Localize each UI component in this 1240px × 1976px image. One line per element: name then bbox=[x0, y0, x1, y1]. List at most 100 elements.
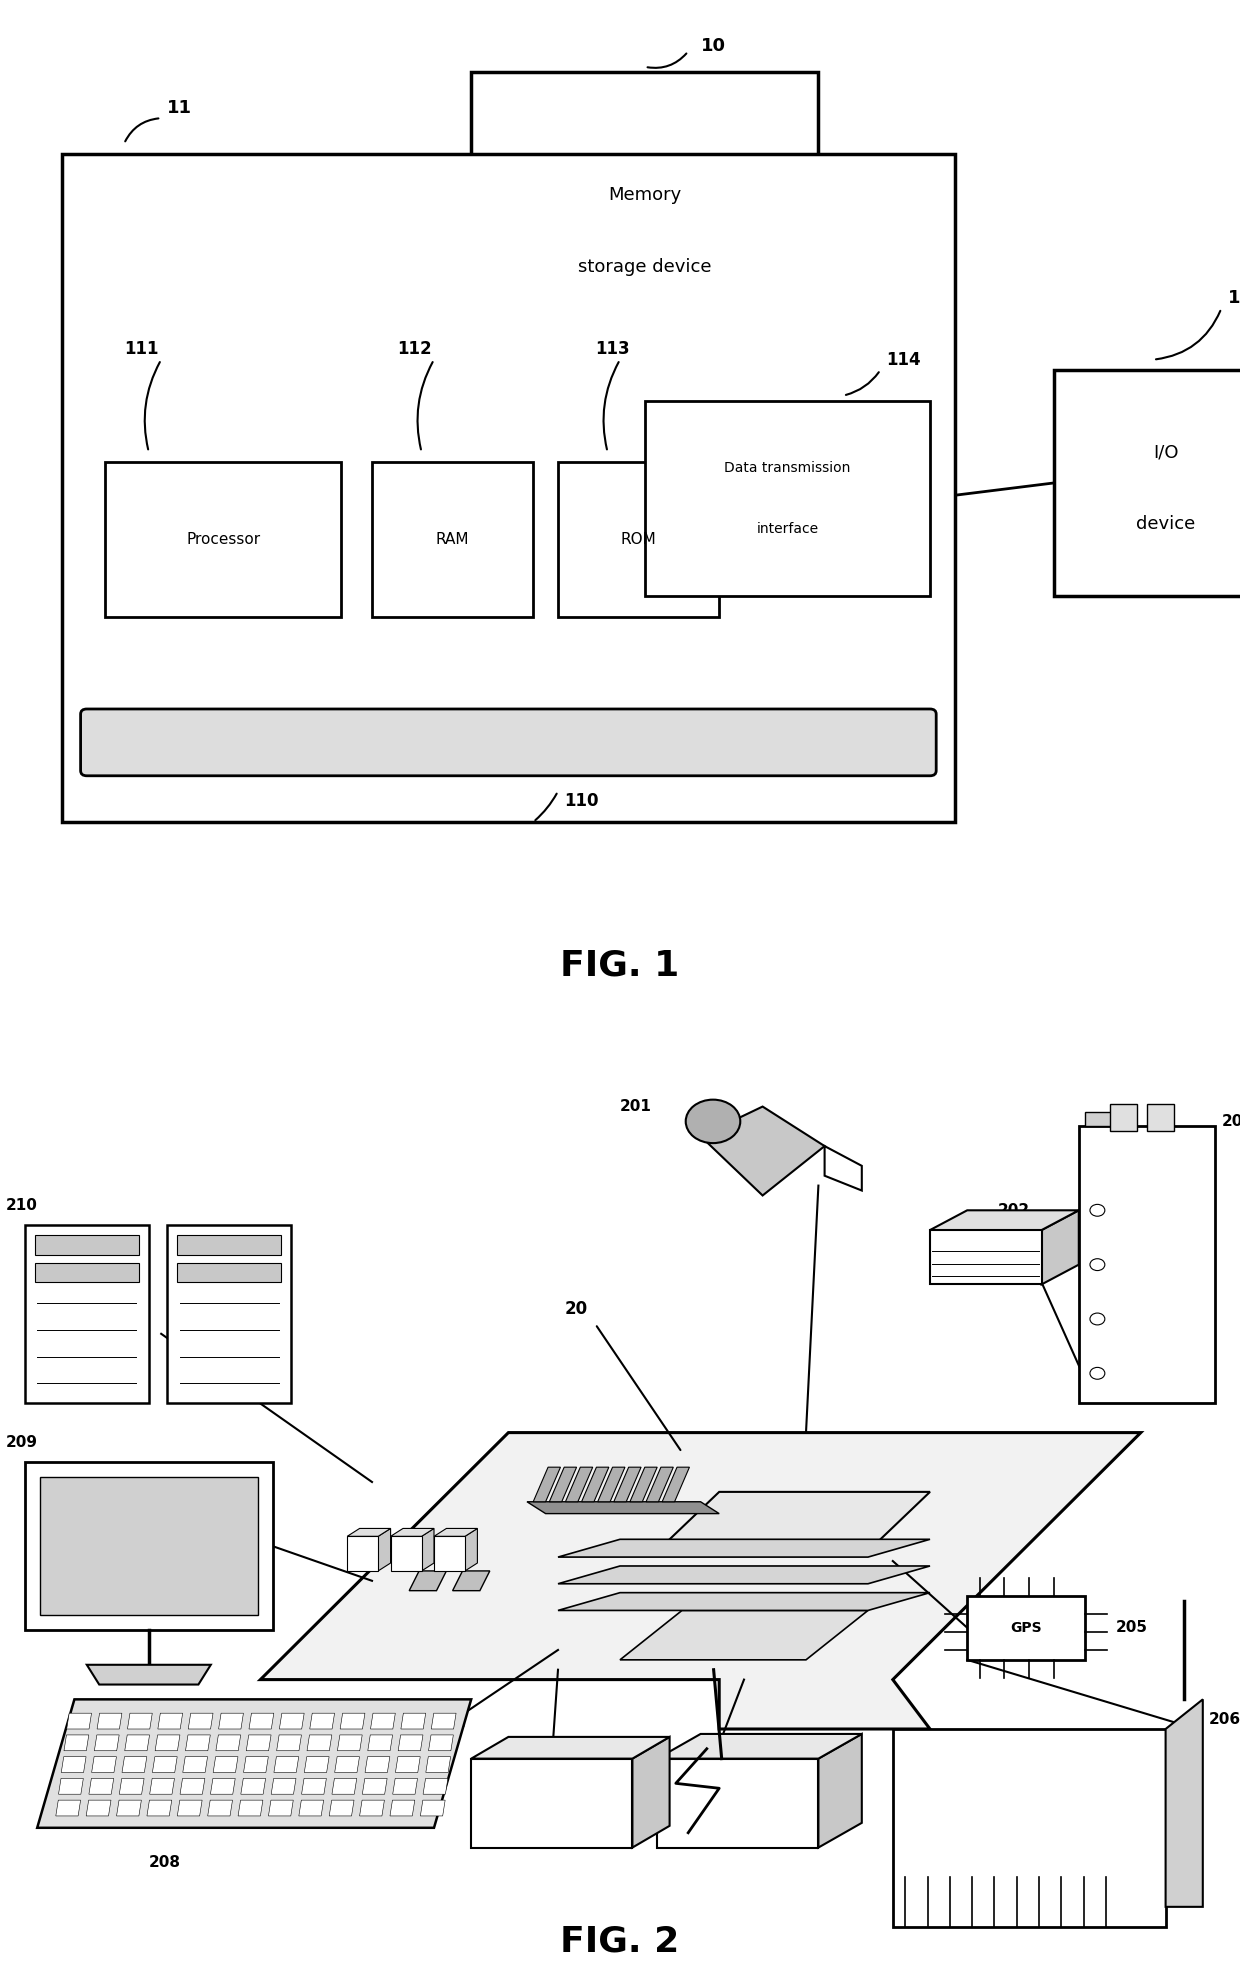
Polygon shape bbox=[150, 1778, 175, 1794]
Polygon shape bbox=[930, 1229, 1042, 1284]
Polygon shape bbox=[1166, 1699, 1203, 1907]
Text: ROM: ROM bbox=[621, 532, 656, 547]
Polygon shape bbox=[409, 1571, 446, 1591]
Polygon shape bbox=[332, 1778, 357, 1794]
Polygon shape bbox=[260, 1433, 1141, 1729]
Text: 12: 12 bbox=[1228, 288, 1240, 306]
Polygon shape bbox=[434, 1529, 477, 1537]
Polygon shape bbox=[330, 1800, 355, 1816]
Polygon shape bbox=[533, 1466, 560, 1502]
Text: FIG. 1: FIG. 1 bbox=[560, 948, 680, 982]
Polygon shape bbox=[122, 1757, 146, 1772]
Polygon shape bbox=[64, 1735, 89, 1751]
Polygon shape bbox=[471, 1759, 632, 1848]
Polygon shape bbox=[272, 1778, 296, 1794]
Polygon shape bbox=[657, 1492, 930, 1551]
Polygon shape bbox=[1042, 1209, 1079, 1284]
Polygon shape bbox=[662, 1466, 689, 1502]
Polygon shape bbox=[218, 1713, 243, 1729]
Circle shape bbox=[1090, 1259, 1105, 1271]
Polygon shape bbox=[87, 1800, 112, 1816]
Polygon shape bbox=[347, 1537, 378, 1571]
Polygon shape bbox=[241, 1778, 265, 1794]
Polygon shape bbox=[243, 1757, 268, 1772]
Bar bbox=[105, 462, 341, 617]
Polygon shape bbox=[614, 1466, 641, 1502]
Bar bbox=[167, 1225, 291, 1403]
Polygon shape bbox=[277, 1735, 301, 1751]
Text: FIG. 2: FIG. 2 bbox=[560, 1925, 680, 1958]
Bar bbox=[25, 1462, 273, 1630]
Polygon shape bbox=[186, 1735, 211, 1751]
Text: 11: 11 bbox=[167, 99, 192, 117]
Polygon shape bbox=[340, 1713, 365, 1729]
Polygon shape bbox=[89, 1778, 114, 1794]
Polygon shape bbox=[94, 1735, 119, 1751]
Polygon shape bbox=[304, 1757, 329, 1772]
Polygon shape bbox=[396, 1757, 420, 1772]
Polygon shape bbox=[308, 1735, 332, 1751]
Polygon shape bbox=[335, 1757, 360, 1772]
Polygon shape bbox=[128, 1713, 153, 1729]
Text: 209: 209 bbox=[6, 1435, 38, 1450]
Bar bbox=[62, 154, 955, 822]
Polygon shape bbox=[268, 1800, 294, 1816]
Text: 201: 201 bbox=[620, 1099, 652, 1114]
Bar bbox=[1147, 1105, 1174, 1130]
Polygon shape bbox=[646, 1466, 673, 1502]
Text: 20: 20 bbox=[564, 1300, 588, 1318]
Bar bbox=[177, 1235, 281, 1255]
Polygon shape bbox=[558, 1539, 930, 1557]
Bar bbox=[967, 1597, 1085, 1660]
Polygon shape bbox=[208, 1800, 233, 1816]
Polygon shape bbox=[274, 1757, 299, 1772]
Circle shape bbox=[1090, 1203, 1105, 1217]
Polygon shape bbox=[422, 1529, 434, 1571]
Polygon shape bbox=[558, 1565, 930, 1585]
Polygon shape bbox=[97, 1713, 122, 1729]
Bar bbox=[97, 723, 940, 779]
Bar bbox=[372, 462, 533, 617]
Polygon shape bbox=[818, 1735, 862, 1848]
Polygon shape bbox=[825, 1146, 862, 1190]
Bar bbox=[1110, 1105, 1137, 1130]
Polygon shape bbox=[558, 1593, 930, 1610]
Text: 205: 205 bbox=[1116, 1620, 1148, 1636]
Polygon shape bbox=[371, 1713, 396, 1729]
Polygon shape bbox=[211, 1778, 236, 1794]
Polygon shape bbox=[632, 1737, 670, 1848]
Polygon shape bbox=[216, 1735, 241, 1751]
Polygon shape bbox=[657, 1759, 818, 1848]
Polygon shape bbox=[389, 1800, 414, 1816]
Polygon shape bbox=[365, 1757, 389, 1772]
Bar bbox=[893, 1729, 1166, 1927]
Text: 111: 111 bbox=[124, 340, 159, 358]
Polygon shape bbox=[213, 1757, 238, 1772]
Text: 110: 110 bbox=[564, 792, 599, 810]
Polygon shape bbox=[153, 1757, 177, 1772]
Polygon shape bbox=[279, 1713, 304, 1729]
Text: 210: 210 bbox=[6, 1197, 38, 1213]
Polygon shape bbox=[471, 1737, 670, 1759]
Bar bbox=[35, 1263, 139, 1282]
Polygon shape bbox=[423, 1778, 448, 1794]
Polygon shape bbox=[125, 1735, 150, 1751]
Polygon shape bbox=[238, 1800, 263, 1816]
Bar bbox=[471, 71, 818, 360]
Polygon shape bbox=[87, 1664, 211, 1684]
Polygon shape bbox=[391, 1529, 434, 1537]
Text: Memory: Memory bbox=[608, 186, 682, 204]
Bar bbox=[558, 462, 719, 617]
Text: Processor: Processor bbox=[186, 532, 260, 547]
Text: Data transmission: Data transmission bbox=[724, 460, 851, 474]
Polygon shape bbox=[429, 1735, 454, 1751]
Polygon shape bbox=[420, 1800, 445, 1816]
Circle shape bbox=[1090, 1367, 1105, 1379]
Polygon shape bbox=[549, 1466, 577, 1502]
Polygon shape bbox=[620, 1610, 868, 1660]
Bar bbox=[1079, 1126, 1215, 1403]
Text: 202: 202 bbox=[998, 1203, 1030, 1217]
Polygon shape bbox=[249, 1713, 274, 1729]
Polygon shape bbox=[527, 1502, 719, 1514]
Text: GPS: GPS bbox=[1011, 1620, 1042, 1634]
